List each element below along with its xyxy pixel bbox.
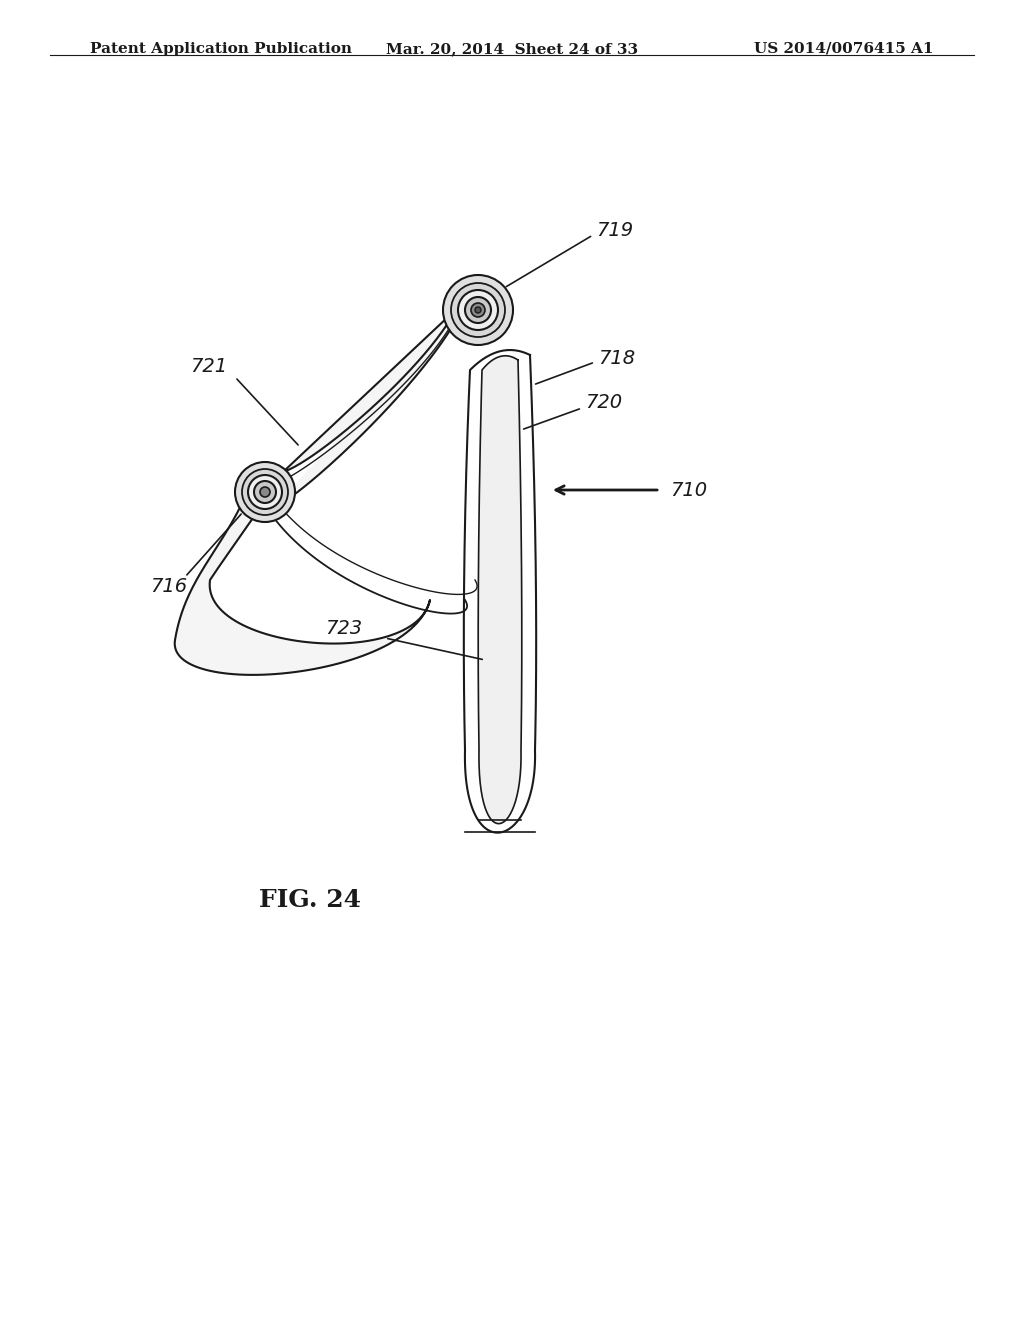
Circle shape <box>458 290 498 330</box>
Circle shape <box>475 308 481 313</box>
Circle shape <box>248 475 282 510</box>
Polygon shape <box>175 487 430 675</box>
Text: 721: 721 <box>190 358 227 376</box>
Text: Patent Application Publication: Patent Application Publication <box>90 42 352 55</box>
Circle shape <box>260 487 270 498</box>
Text: 719: 719 <box>596 220 633 239</box>
Text: 716: 716 <box>150 578 187 597</box>
Circle shape <box>465 297 490 323</box>
Text: 710: 710 <box>670 480 708 499</box>
Text: 720: 720 <box>585 393 623 412</box>
Text: 723: 723 <box>325 619 362 638</box>
Circle shape <box>451 282 505 337</box>
Circle shape <box>443 275 513 345</box>
Polygon shape <box>464 350 537 833</box>
Text: 718: 718 <box>598 348 635 367</box>
Text: US 2014/0076415 A1: US 2014/0076415 A1 <box>755 42 934 55</box>
Circle shape <box>242 469 288 515</box>
Polygon shape <box>478 356 522 824</box>
Circle shape <box>254 480 276 503</box>
Circle shape <box>234 462 295 521</box>
Text: FIG. 24: FIG. 24 <box>259 888 361 912</box>
Polygon shape <box>275 300 466 507</box>
Circle shape <box>471 304 485 317</box>
Text: Mar. 20, 2014  Sheet 24 of 33: Mar. 20, 2014 Sheet 24 of 33 <box>386 42 638 55</box>
